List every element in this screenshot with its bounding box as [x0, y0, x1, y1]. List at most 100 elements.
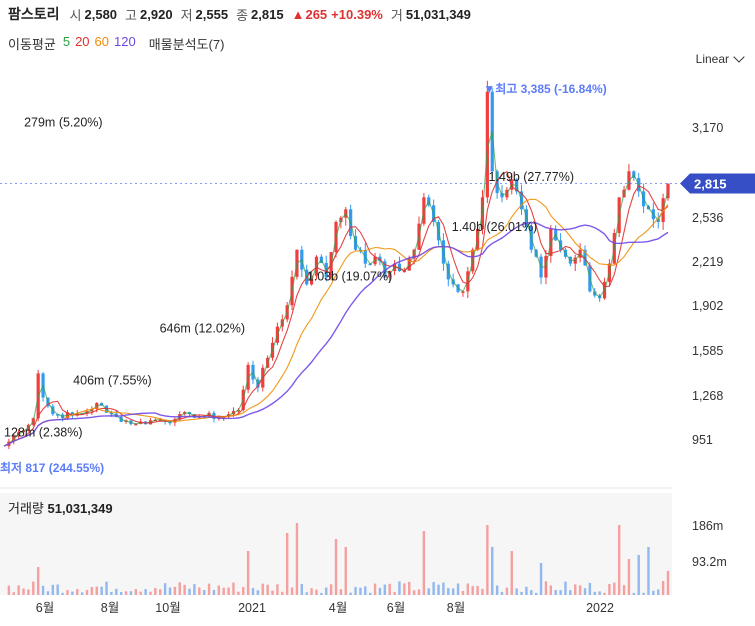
volume-bar	[505, 587, 509, 595]
volume-bar	[657, 589, 660, 595]
volume-value: 51,031,349	[405, 6, 471, 22]
volume-bar	[520, 591, 523, 595]
volume-bar	[66, 590, 69, 595]
volume-bar	[36, 567, 40, 595]
candle-body	[485, 91, 489, 198]
volume-bar	[129, 591, 133, 595]
volume-bar	[661, 581, 665, 595]
volume-profile-label: 1.03b (19.07%)	[307, 269, 392, 283]
volume-bar	[154, 588, 157, 595]
x-tick-label: 8월	[101, 601, 119, 615]
candle-body	[158, 419, 162, 422]
volume-profile-label: 406m (7.55%)	[73, 374, 152, 388]
candle-body	[666, 183, 670, 199]
volume-profile-label: 128m (2.38%)	[4, 426, 83, 440]
min-price-marker: 최저 817 (244.55%)	[0, 460, 104, 475]
change-arrow-icon: ▲	[291, 6, 305, 22]
volume-bar	[149, 591, 152, 595]
volume-bar	[544, 581, 548, 595]
volume-bar	[242, 587, 245, 595]
volume-bar	[549, 585, 553, 595]
volume-bar	[115, 588, 118, 595]
ma-5-label[interactable]: 5	[62, 34, 71, 49]
volume-bar	[315, 589, 318, 595]
volume-bar	[613, 582, 616, 595]
volume-bar	[32, 581, 35, 595]
ma-20-label[interactable]: 20	[75, 34, 90, 49]
volume-bar	[193, 584, 196, 595]
volume-panel-value: 51,031,349	[47, 501, 113, 516]
x-tick-label: 4월	[329, 601, 347, 615]
volume-bar	[383, 584, 387, 595]
candle-body	[627, 171, 631, 190]
volume-bar	[388, 583, 391, 595]
volume-bar	[61, 592, 64, 595]
volume-bar	[364, 586, 367, 595]
volume-bar	[554, 590, 557, 595]
volume-bar	[95, 586, 98, 595]
volume-bar	[266, 584, 269, 595]
volume-bar	[188, 588, 191, 595]
volume-bar	[622, 585, 626, 595]
volume-bar	[349, 592, 352, 595]
ma-120-label[interactable]: 120	[114, 34, 136, 49]
volume-bar	[290, 587, 294, 595]
volume-profile-toggle[interactable]: 매물분석도(7)	[148, 37, 225, 52]
volume-panel-title: 거래량	[8, 501, 44, 516]
volume-bar	[666, 571, 670, 595]
volume-bar	[373, 583, 377, 595]
volume-bar	[608, 584, 611, 595]
volume-bar	[515, 588, 518, 595]
volume-bar	[417, 589, 421, 595]
volume-bar	[119, 592, 123, 595]
volume-bar	[354, 587, 357, 595]
volume-bar	[525, 586, 528, 595]
volume-bar	[139, 591, 142, 595]
scale-toggle[interactable]: Linear	[695, 51, 745, 66]
ma-60-label[interactable]: 60	[94, 34, 110, 49]
volume-bar	[300, 583, 304, 595]
y-tick-label: 2,219	[692, 255, 723, 269]
volume-profile-label: 1.49b (27.77%)	[489, 170, 574, 184]
volume-bar	[271, 590, 274, 595]
volume-bar	[403, 583, 406, 595]
open-value: 2,580	[84, 6, 118, 22]
high-value: 2,920	[140, 6, 173, 22]
volume-bar	[12, 592, 15, 595]
volume-bar	[168, 587, 172, 595]
volume-bar	[408, 581, 411, 595]
volume-bar	[227, 587, 230, 595]
scale-toggle-label: Linear	[695, 52, 729, 66]
volume-bar	[500, 591, 504, 595]
candle-body	[56, 414, 60, 416]
volume-bar	[305, 592, 308, 595]
ma-legend-title[interactable]: 이동평균	[8, 37, 56, 52]
x-tick-label: 6월	[387, 601, 405, 615]
max-price-marker: ▼최고 3,385 (-16.84%)	[483, 81, 606, 96]
volume-bar	[393, 591, 396, 595]
volume-bar	[398, 581, 401, 595]
x-tick-label: 10월	[155, 601, 180, 615]
volume-bar	[598, 591, 601, 595]
volume-bar	[422, 531, 426, 595]
volume-bar	[637, 555, 640, 595]
volume-bar	[603, 592, 606, 595]
low-value: 2,555	[195, 6, 229, 22]
volume-bar	[481, 588, 484, 595]
volume-bar	[339, 589, 343, 595]
volume-bar	[105, 581, 108, 595]
y-tick-label: 1,268	[692, 389, 723, 403]
volume-bar	[437, 584, 440, 595]
volume-bar	[183, 584, 186, 595]
volume-bar	[71, 591, 74, 595]
y-tick-label: 3,170	[692, 121, 723, 135]
volume-bar	[100, 586, 103, 595]
volume-profile-label: 646m (12.02%)	[160, 321, 245, 335]
volume-bar	[530, 590, 533, 595]
stock-name: 팜스토리	[8, 6, 60, 22]
volume-tick-label: 186m	[692, 519, 723, 533]
volume-bar	[295, 523, 299, 595]
volume-bar	[334, 539, 338, 595]
open-label: 시	[69, 7, 82, 23]
